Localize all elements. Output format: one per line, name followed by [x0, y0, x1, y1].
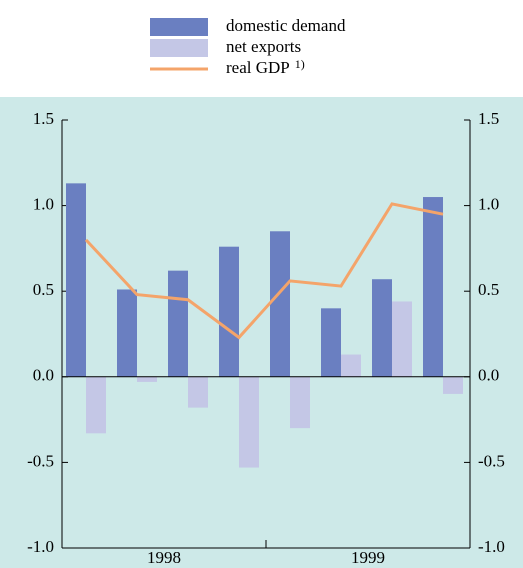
y-tick-label-left: 0.0 [33, 366, 54, 385]
legend-note: 1) [295, 57, 305, 71]
bar [219, 246, 239, 377]
bar [321, 308, 341, 377]
legend-label: domestic demand [226, 16, 346, 35]
legend-label: net exports [226, 37, 301, 56]
bar [86, 376, 106, 434]
y-tick-label-left: 0.5 [33, 280, 54, 299]
bar [392, 301, 412, 377]
bar [341, 354, 361, 377]
bar [137, 376, 157, 382]
y-tick-label-right: 1.0 [478, 195, 499, 214]
bar [168, 270, 188, 377]
y-tick-label-right: -0.5 [478, 451, 505, 470]
legend-swatch [150, 39, 208, 57]
legend-swatch [150, 18, 208, 36]
bar [443, 376, 463, 394]
x-year-label: 1998 [147, 548, 181, 567]
bar [66, 183, 86, 377]
y-tick-label-right: -1.0 [478, 537, 505, 556]
legend-label: real GDP [226, 58, 290, 77]
bar [117, 289, 137, 377]
bar [372, 279, 392, 377]
bar [423, 197, 443, 377]
bar [290, 376, 310, 429]
y-tick-label-left: 1.0 [33, 195, 54, 214]
y-tick-label-right: 0.5 [478, 280, 499, 299]
bar [188, 376, 208, 408]
bar [239, 376, 259, 468]
y-tick-label-left: -0.5 [27, 451, 54, 470]
line [84, 202, 444, 340]
y-tick-label-right: 0.0 [478, 366, 499, 385]
y-tick-label-left: 1.5 [33, 109, 54, 128]
bar [270, 231, 290, 377]
x-year-label: 1999 [351, 548, 385, 567]
y-tick-label-left: -1.0 [27, 537, 54, 556]
y-tick-label-right: 1.5 [478, 109, 499, 128]
